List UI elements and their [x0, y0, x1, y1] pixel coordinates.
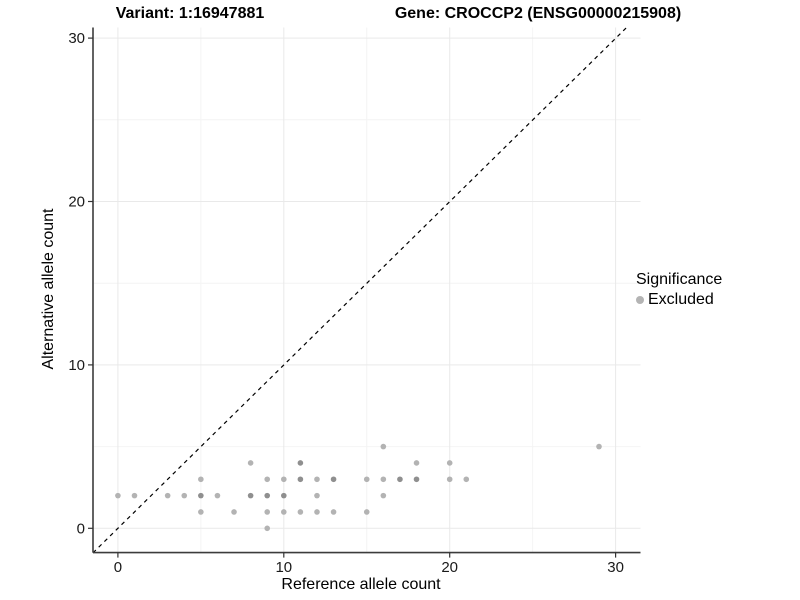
- legend-title: Significance: [636, 271, 723, 288]
- x-tick-label: 30: [607, 559, 624, 576]
- data-point: [463, 476, 470, 483]
- legend-key-dot-icon: [636, 296, 644, 304]
- axis-ticks: [88, 37, 617, 558]
- data-point: [264, 525, 271, 532]
- data-point: [247, 460, 254, 466]
- data-point: [131, 492, 138, 499]
- data-point: [264, 492, 271, 499]
- gridlines-major: [93, 27, 641, 553]
- data-point: [413, 476, 420, 483]
- x-tick-label: 0: [114, 559, 122, 576]
- gridlines-minor: [93, 27, 641, 553]
- x-axis-title: Reference allele count: [281, 576, 441, 593]
- data-point: [264, 476, 271, 483]
- data-points: [115, 443, 602, 532]
- data-point: [397, 476, 403, 483]
- x-tick-label: 10: [275, 559, 292, 576]
- legend: Significance Excluded: [636, 271, 722, 309]
- data-point: [297, 460, 304, 466]
- data-point: [330, 509, 337, 515]
- data-point: [231, 509, 237, 515]
- data-point: [281, 492, 287, 499]
- tick-labels: 0 10 20 30 0 10 20 30: [68, 30, 624, 576]
- identity-dashed-line: [92, 27, 628, 554]
- data-point: [314, 476, 320, 483]
- data-point: [446, 476, 453, 483]
- data-point: [380, 443, 387, 450]
- data-point: [330, 476, 337, 483]
- data-point: [281, 509, 287, 515]
- data-point: [297, 476, 304, 483]
- plot-title-variant: Variant: 1:16947881: [115, 5, 265, 22]
- plot-title-gene: Gene: CROCCP2 (ENSG00000215908): [394, 5, 682, 22]
- data-point: [115, 492, 121, 499]
- data-point: [596, 443, 602, 450]
- data-point: [363, 509, 370, 515]
- y-axis-title: Alternative allele count: [40, 208, 57, 370]
- legend-item-label: Excluded: [648, 291, 714, 308]
- y-tick-label: 0: [77, 520, 85, 537]
- data-point: [247, 492, 254, 499]
- data-point: [198, 476, 204, 483]
- data-point: [198, 492, 204, 499]
- data-point: [198, 509, 204, 515]
- data-point: [281, 476, 287, 483]
- x-tick-label: 20: [441, 559, 458, 576]
- y-tick-label: 30: [68, 30, 85, 47]
- data-point: [446, 460, 453, 466]
- data-point: [181, 492, 188, 499]
- data-point: [363, 476, 370, 483]
- data-point: [380, 492, 387, 499]
- y-tick-label: 20: [68, 194, 85, 211]
- data-point: [164, 492, 171, 499]
- data-point: [297, 509, 304, 515]
- data-point: [214, 492, 221, 499]
- axis-lines: [92, 27, 641, 554]
- data-point: [314, 492, 320, 499]
- data-point: [314, 509, 320, 515]
- y-tick-label: 10: [68, 357, 85, 374]
- data-point: [380, 476, 387, 483]
- legend-item-excluded: Excluded: [636, 291, 722, 309]
- identity-line: [92, 27, 628, 554]
- data-point: [413, 460, 420, 466]
- data-point: [264, 509, 271, 515]
